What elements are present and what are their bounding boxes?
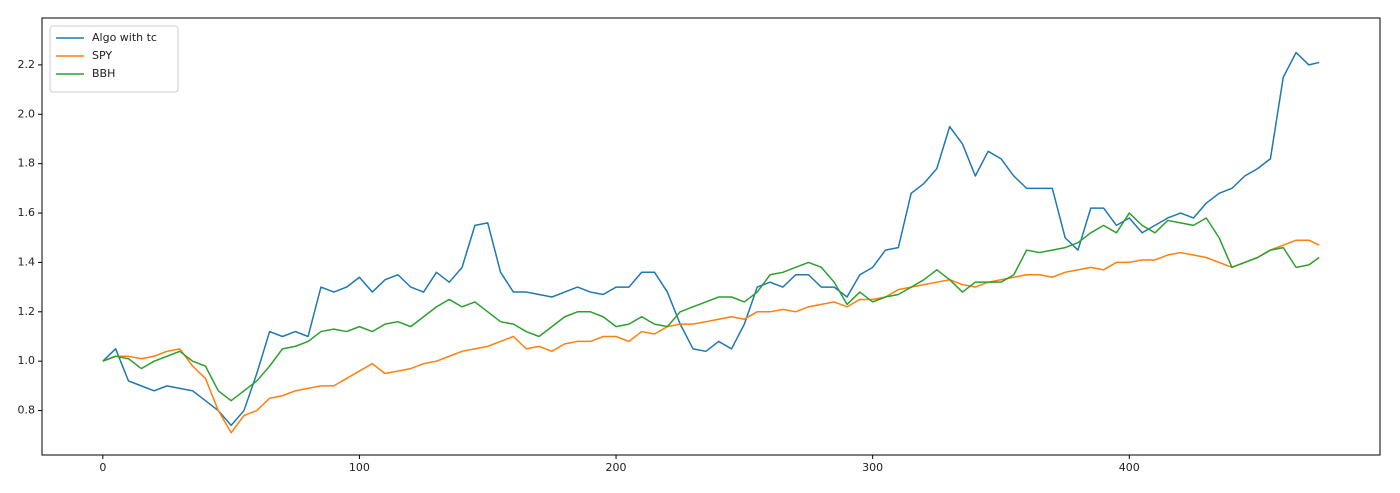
x-tick-label: 0 [99,461,106,474]
y-tick-label: 2.0 [18,107,36,120]
y-tick-label: 1.2 [18,305,36,318]
y-tick-label: 1.6 [18,206,36,219]
x-tick-label: 400 [1119,461,1140,474]
y-tick-label: 2.2 [18,58,36,71]
legend-label: SPY [92,49,112,62]
data-line [102,51,1320,427]
y-tick-label: 1.8 [18,157,36,170]
x-tick-label: 100 [349,461,370,474]
y-tick-label: 1.0 [18,354,36,367]
legend-label: Algo with tc [92,31,157,44]
plot-frame [41,17,1381,456]
y-tick-label: 1.4 [18,255,36,268]
legend-box [49,25,179,93]
legend-label: BBH [92,67,115,80]
data-line [102,212,1320,402]
x-tick-label: 200 [606,461,627,474]
data-line [102,239,1320,434]
y-tick-label: 0.8 [18,404,36,417]
x-tick-label: 300 [862,461,883,474]
